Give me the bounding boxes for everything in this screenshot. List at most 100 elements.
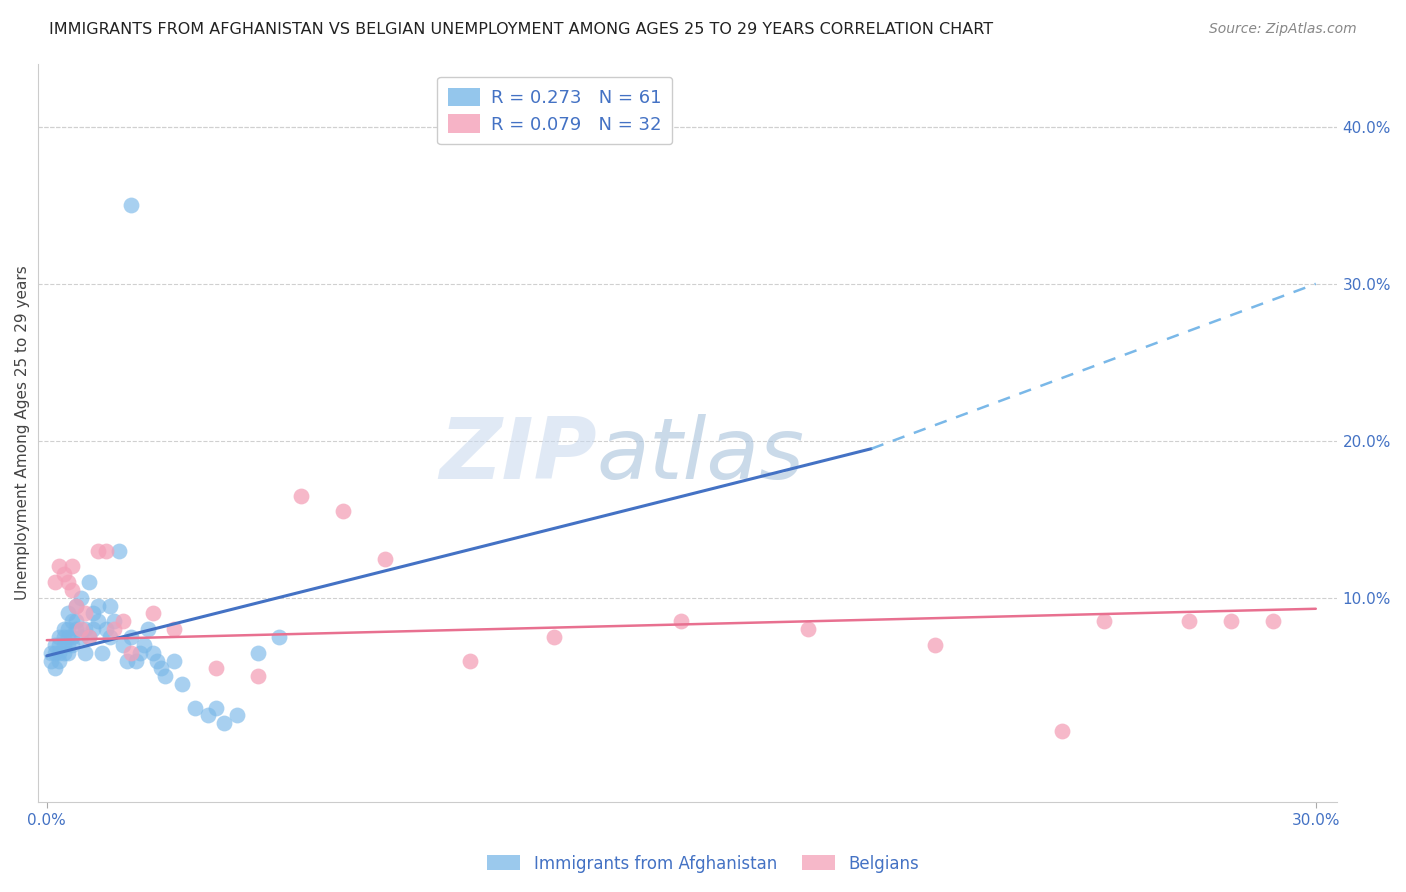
Point xyxy=(56,646,79,660)
Point xyxy=(73,622,96,636)
Point xyxy=(172,677,194,691)
Point xyxy=(65,599,87,613)
Point xyxy=(60,559,83,574)
Point xyxy=(214,716,236,731)
Point xyxy=(141,607,163,621)
Point xyxy=(73,646,96,660)
Point xyxy=(107,543,129,558)
Point xyxy=(52,638,75,652)
Point xyxy=(671,615,693,629)
Point xyxy=(90,646,112,660)
Point xyxy=(103,615,125,629)
Point xyxy=(65,615,87,629)
Point xyxy=(184,700,207,714)
Point xyxy=(111,615,134,629)
Point xyxy=(65,622,87,636)
Point xyxy=(1263,615,1285,629)
Point xyxy=(205,700,228,714)
Point xyxy=(247,646,270,660)
Point xyxy=(163,654,186,668)
Point xyxy=(86,615,108,629)
Point xyxy=(60,582,83,597)
Point xyxy=(115,654,138,668)
Point xyxy=(39,646,62,660)
Point xyxy=(120,198,142,212)
Point xyxy=(146,654,169,668)
Point xyxy=(86,543,108,558)
Point xyxy=(56,638,79,652)
Point xyxy=(141,646,163,660)
Point xyxy=(205,661,228,675)
Point xyxy=(48,638,70,652)
Point xyxy=(120,630,142,644)
Point xyxy=(374,551,396,566)
Point xyxy=(60,615,83,629)
Point xyxy=(136,622,159,636)
Point xyxy=(48,559,70,574)
Point xyxy=(56,630,79,644)
Point xyxy=(1220,615,1243,629)
Point xyxy=(86,599,108,613)
Point xyxy=(1050,724,1073,739)
Point xyxy=(1178,615,1201,629)
Point xyxy=(56,622,79,636)
Text: ZIP: ZIP xyxy=(439,414,596,497)
Point xyxy=(98,599,121,613)
Point xyxy=(82,622,104,636)
Point xyxy=(65,599,87,613)
Point xyxy=(60,630,83,644)
Legend: R = 0.273   N = 61, R = 0.079   N = 32: R = 0.273 N = 61, R = 0.079 N = 32 xyxy=(437,77,672,145)
Point xyxy=(52,630,75,644)
Point xyxy=(44,661,66,675)
Point xyxy=(82,607,104,621)
Point xyxy=(111,638,134,652)
Point xyxy=(290,489,312,503)
Point xyxy=(150,661,173,675)
Point xyxy=(39,654,62,668)
Point xyxy=(60,638,83,652)
Point xyxy=(1092,615,1115,629)
Point xyxy=(132,638,155,652)
Point xyxy=(247,669,270,683)
Point xyxy=(52,622,75,636)
Point xyxy=(69,622,91,636)
Point xyxy=(44,646,66,660)
Point xyxy=(56,575,79,590)
Point xyxy=(52,646,75,660)
Text: atlas: atlas xyxy=(596,414,804,497)
Point xyxy=(56,607,79,621)
Point xyxy=(269,630,291,644)
Point xyxy=(103,622,125,636)
Point xyxy=(458,654,481,668)
Point xyxy=(94,622,117,636)
Point xyxy=(155,669,177,683)
Point xyxy=(163,622,186,636)
Point xyxy=(332,504,354,518)
Point xyxy=(44,575,66,590)
Point xyxy=(98,630,121,644)
Point xyxy=(77,630,100,644)
Point xyxy=(120,646,142,660)
Point xyxy=(226,708,249,723)
Point xyxy=(124,654,146,668)
Y-axis label: Unemployment Among Ages 25 to 29 years: Unemployment Among Ages 25 to 29 years xyxy=(15,266,30,600)
Point xyxy=(69,630,91,644)
Point xyxy=(48,646,70,660)
Point xyxy=(924,638,946,652)
Point xyxy=(128,646,150,660)
Point xyxy=(197,708,219,723)
Point xyxy=(797,622,820,636)
Point xyxy=(77,630,100,644)
Point xyxy=(48,630,70,644)
Point xyxy=(77,575,100,590)
Point xyxy=(69,591,91,605)
Text: IMMIGRANTS FROM AFGHANISTAN VS BELGIAN UNEMPLOYMENT AMONG AGES 25 TO 29 YEARS CO: IMMIGRANTS FROM AFGHANISTAN VS BELGIAN U… xyxy=(49,22,993,37)
Legend: Immigrants from Afghanistan, Belgians: Immigrants from Afghanistan, Belgians xyxy=(481,848,925,880)
Point xyxy=(73,607,96,621)
Point xyxy=(543,630,565,644)
Point xyxy=(94,543,117,558)
Point xyxy=(44,638,66,652)
Point xyxy=(52,567,75,582)
Point xyxy=(48,654,70,668)
Text: Source: ZipAtlas.com: Source: ZipAtlas.com xyxy=(1209,22,1357,37)
